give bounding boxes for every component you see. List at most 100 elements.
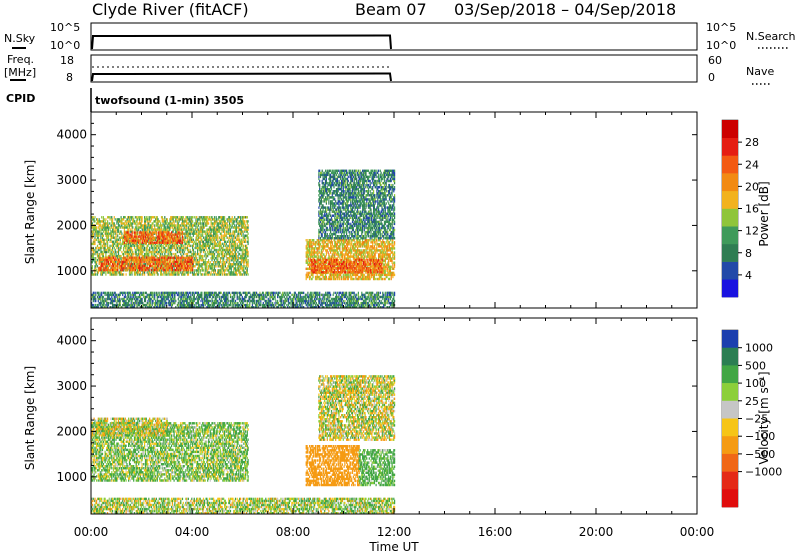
echo-cell <box>171 268 173 272</box>
echo-cell <box>112 242 114 246</box>
echo-cell <box>91 216 93 219</box>
echo-cell <box>190 238 192 241</box>
echo-cell <box>243 257 245 260</box>
echo-cell <box>179 235 181 238</box>
echo-cell <box>111 236 113 239</box>
echo-cell <box>221 263 223 266</box>
echo-cell <box>243 267 245 270</box>
echo-cell <box>227 224 229 227</box>
echo-cell <box>147 240 149 243</box>
echo-cell <box>336 275 338 279</box>
echo-cell <box>202 259 204 262</box>
echo-cell <box>235 226 237 229</box>
echo-cell <box>187 232 189 235</box>
echo-cell <box>157 235 159 238</box>
echo-cell <box>161 237 163 240</box>
echo-cell <box>186 230 189 233</box>
echo-cell <box>221 224 223 227</box>
echo-cell <box>222 242 224 246</box>
echo-cell <box>309 275 311 279</box>
echo-cell <box>346 245 349 248</box>
echo-cell <box>133 266 136 270</box>
echo-cell <box>221 226 223 229</box>
echo-cell <box>114 258 116 261</box>
echo-cell <box>323 239 325 242</box>
echo-cell <box>190 218 192 221</box>
echo-cell <box>206 218 208 221</box>
echo-cell <box>333 277 335 281</box>
echo-cell <box>140 226 142 229</box>
echo-cell <box>345 275 347 279</box>
echo-cell <box>168 248 170 252</box>
echo-cell <box>98 228 100 231</box>
echo-cell <box>341 251 343 254</box>
echo-cell <box>335 247 338 250</box>
echo-cell <box>209 273 211 276</box>
echo-cell <box>229 240 232 243</box>
echo-cell <box>145 218 147 221</box>
echo-cell <box>130 239 132 242</box>
echo-cell <box>93 240 95 243</box>
echo-cell <box>200 232 202 235</box>
echo-cell <box>131 271 133 274</box>
echo-cell <box>158 233 160 236</box>
echo-cell <box>181 264 184 268</box>
echo-cell <box>108 248 110 252</box>
echo-cell <box>319 277 322 281</box>
echo-cell <box>215 257 217 260</box>
echo-cell <box>306 241 308 244</box>
echo-cell <box>101 236 104 239</box>
echo-cell <box>183 240 185 243</box>
echo-cell <box>158 239 160 242</box>
echo-cell <box>223 267 225 270</box>
echo-cell <box>357 241 359 244</box>
echo-cell <box>239 224 241 227</box>
echo-cell <box>224 238 226 241</box>
echo-cell <box>325 253 327 256</box>
echo-cell <box>184 263 186 266</box>
echo-cell <box>245 259 247 262</box>
echo-cell <box>112 226 115 229</box>
echo-cell <box>323 275 325 279</box>
echo-cell <box>199 228 201 231</box>
echo-cell <box>343 259 345 262</box>
echo-cell <box>128 233 130 236</box>
echo-cell <box>211 257 213 260</box>
echo-cell <box>163 268 165 272</box>
echo-cell <box>103 228 105 231</box>
echo-cell <box>106 222 108 225</box>
echo-cell <box>205 267 207 270</box>
echo-cell <box>192 273 194 276</box>
echo-cell <box>139 256 141 259</box>
echo-cell <box>317 247 319 250</box>
echo-cell <box>228 250 230 254</box>
nsearch-tick-bottom: 10^0 <box>706 39 736 52</box>
echo-cell <box>98 232 100 235</box>
echo-cell <box>115 266 117 270</box>
echo-cell <box>341 255 343 258</box>
echo-cell <box>160 266 163 270</box>
echo-cell <box>102 252 104 256</box>
echo-cell <box>97 238 99 241</box>
echo-cell <box>128 246 130 250</box>
echo-cell <box>143 266 145 270</box>
echo-cell <box>159 260 161 263</box>
echo-cell <box>361 253 363 256</box>
echo-cell <box>150 254 152 258</box>
echo-cell <box>143 264 145 268</box>
echo-cell <box>186 216 188 219</box>
echo-cell <box>195 228 197 231</box>
echo-cell <box>162 267 164 270</box>
echo-cell <box>111 256 113 259</box>
echo-cell <box>148 271 150 274</box>
echo-cell <box>147 231 149 234</box>
echo-cell <box>148 266 150 270</box>
echo-cell <box>133 252 135 256</box>
echo-cell <box>209 252 211 256</box>
echo-cell <box>234 236 236 239</box>
echo-cell <box>217 252 219 256</box>
echo-cell <box>120 271 122 274</box>
echo-cell <box>335 243 338 246</box>
echo-cell <box>149 241 152 244</box>
